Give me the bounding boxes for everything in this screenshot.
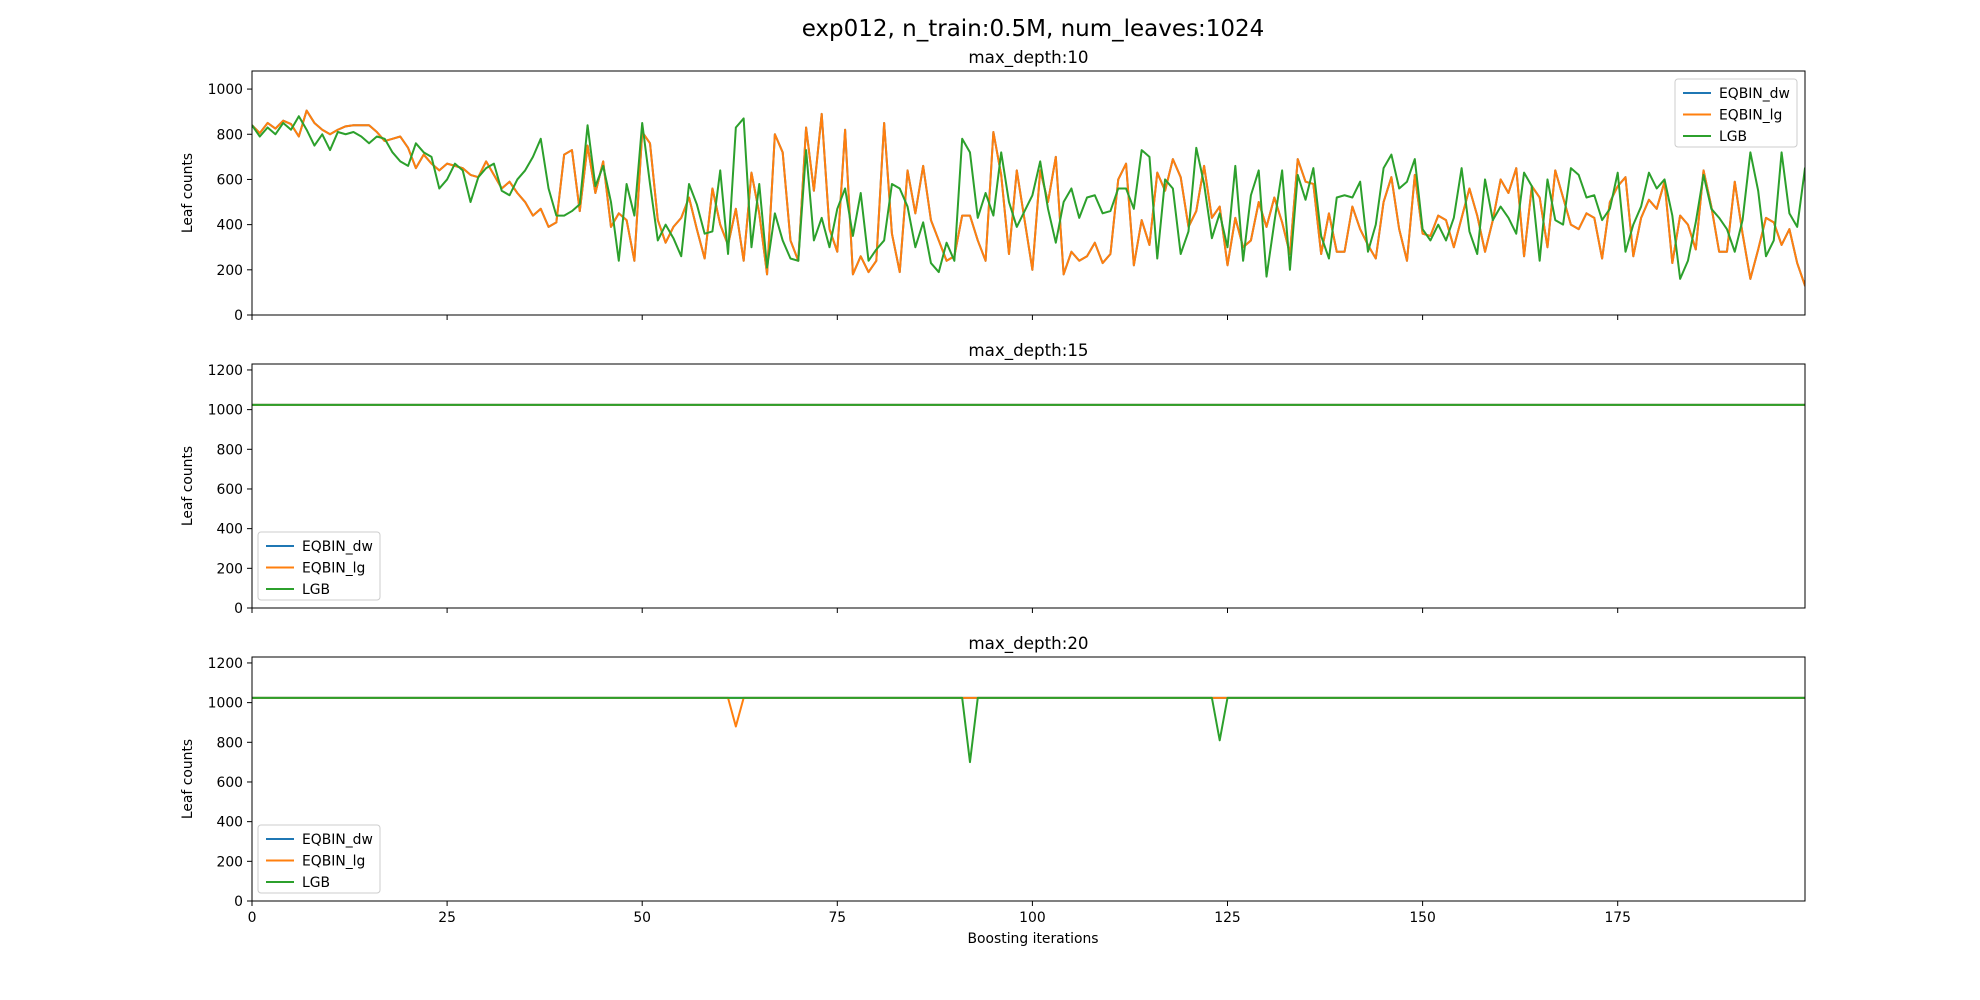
y-axis-label: Leaf counts [180, 739, 196, 819]
y-tick-label: 200 [216, 263, 243, 279]
axes-frame [251, 656, 1806, 902]
x-tick-label: 150 [1409, 910, 1436, 926]
subplot-2: max_depth:15 0 200 400 600 800 1000 1200 Leaf co… [180, 340, 1806, 617]
x-axis-label: Boosting iterations [967, 931, 1098, 947]
y-axis-label: Leaf counts [180, 446, 196, 526]
y-axis-label: Leaf counts [180, 153, 196, 233]
y-tick-label: 0 [234, 308, 243, 324]
y-tick-label: 1000 [208, 403, 243, 419]
y-tick-label: 400 [216, 522, 243, 538]
legend-label: EQBIN_lg [302, 561, 365, 577]
y-tick-label: 1000 [208, 82, 243, 98]
series-lines [252, 109, 1805, 287]
legend-label: EQBIN_dw [302, 832, 373, 848]
y-tick-label: 1200 [208, 363, 243, 379]
x-tick-label: 75 [828, 910, 846, 926]
y-tick-label: 600 [216, 775, 243, 791]
y-tick-label: 1200 [208, 656, 243, 672]
subplot-title: max_depth:20 [968, 633, 1088, 654]
legend: EQBIN_dw EQBIN_lg LGB [257, 824, 381, 894]
legend-label: LGB [302, 875, 330, 891]
y-tick-label: 200 [216, 854, 243, 870]
x-tick-label: 50 [633, 910, 651, 926]
y-tick-label: 1000 [208, 696, 243, 712]
legend: EQBIN_dw EQBIN_lg LGB [1674, 78, 1798, 148]
y-tick-label: 600 [216, 172, 243, 188]
axes-frame [251, 363, 1806, 609]
legend-label: EQBIN_dw [1719, 86, 1790, 102]
series-line-lgb [252, 696, 1805, 764]
y-tick-label: 800 [216, 735, 243, 751]
y-tick-label: 0 [234, 601, 243, 617]
y-tick-label: 600 [216, 482, 243, 498]
subplot-3: max_depth:20 0 200 400 600 800 1000 1200 0 25 50 75… [180, 633, 1806, 926]
y-tick-label: 200 [216, 561, 243, 577]
subplot-1: max_depth:10 0 200 400 600 800 1000 Leaf counts… [180, 47, 1806, 324]
x-tick-label: 0 [248, 910, 257, 926]
legend-box [257, 531, 381, 601]
x-tick-label: 25 [438, 910, 456, 926]
series-line-eqbin-lg [252, 109, 1805, 287]
legend-label: LGB [1719, 129, 1747, 145]
y-tick-label: 800 [216, 127, 243, 143]
figure-suptitle: exp012, n_train:0.5M, num_leaves:1024 [802, 16, 1265, 42]
series-line-lgb [252, 115, 1805, 280]
x-tick-label: 175 [1604, 910, 1631, 926]
legend-box [257, 824, 381, 894]
y-tick-label: 400 [216, 815, 243, 831]
y-tick-label: 800 [216, 442, 243, 458]
y-tick-label: 0 [234, 894, 243, 910]
legend-label: LGB [302, 582, 330, 598]
x-tick-label: 100 [1019, 910, 1046, 926]
subplot-title: max_depth:10 [968, 47, 1088, 68]
subplot-title: max_depth:15 [968, 340, 1088, 361]
legend-box [1674, 78, 1798, 148]
series-lines [252, 696, 1805, 764]
legend-label: EQBIN_lg [1719, 108, 1782, 124]
axes-frame [251, 70, 1806, 316]
legend: EQBIN_dw EQBIN_lg LGB [257, 531, 381, 601]
y-tick-label: 400 [216, 218, 243, 234]
legend-label: EQBIN_dw [302, 539, 373, 555]
legend-label: EQBIN_lg [302, 854, 365, 870]
x-tick-label: 125 [1214, 910, 1241, 926]
